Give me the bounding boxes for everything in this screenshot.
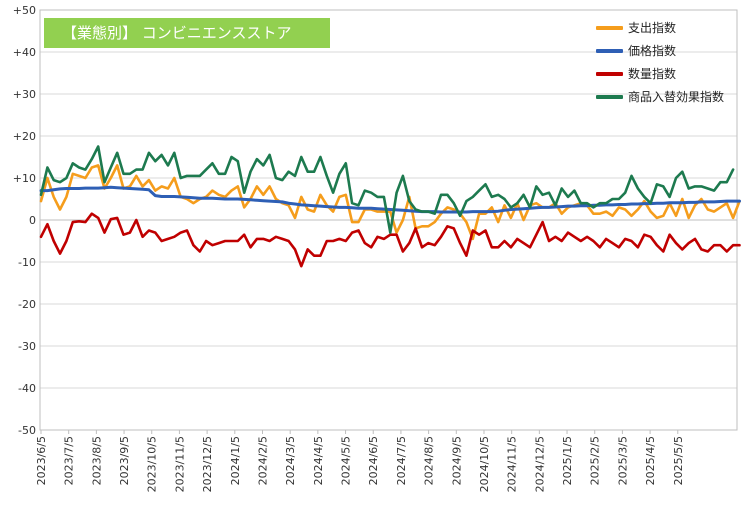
legend-label: 数量指数 xyxy=(628,67,677,81)
legend-label: 支出指数 xyxy=(628,21,677,35)
legend-swatch xyxy=(596,49,623,53)
x-tick-label: 2024/10/5 xyxy=(478,436,491,492)
series-line-0 xyxy=(39,164,741,241)
y-tick-label: +20 xyxy=(13,130,36,143)
legend-swatch xyxy=(596,72,623,76)
y-tick-label: -10 xyxy=(18,256,36,269)
x-tick-label: 2024/4/5 xyxy=(312,436,325,485)
x-tick-label: 2025/5/5 xyxy=(672,436,685,485)
x-tick-label: 2023/12/5 xyxy=(201,436,214,492)
x-tick-label: 2025/3/5 xyxy=(616,436,629,485)
series-line-3 xyxy=(39,145,735,234)
chart-title: 【業態別】 コンビニエンスストア xyxy=(44,18,330,48)
x-tick-label: 2024/8/5 xyxy=(423,436,436,485)
x-tick-label: 2024/5/5 xyxy=(340,436,353,485)
x-tick-label: 2024/3/5 xyxy=(284,436,297,485)
x-tick-label: 2024/12/5 xyxy=(533,436,546,492)
x-tick-label: 2024/7/5 xyxy=(395,436,408,485)
x-tick-label: 2023/11/5 xyxy=(173,436,186,492)
legend-label: 価格指数 xyxy=(628,44,677,58)
series-line-1 xyxy=(39,185,741,214)
y-tick-label: +30 xyxy=(13,88,36,101)
x-tick-label: 2025/4/5 xyxy=(644,436,657,485)
x-tick-label: 2024/6/5 xyxy=(367,436,380,485)
x-tick-label: 2024/2/5 xyxy=(256,436,269,485)
legend-swatch xyxy=(596,95,623,99)
y-tick-label: +50 xyxy=(13,4,36,17)
legend-swatch xyxy=(596,26,623,30)
y-tick-label: -40 xyxy=(18,382,36,395)
x-tick-label: 2023/10/5 xyxy=(146,436,159,492)
legend-label: 商品入替効果指数 xyxy=(628,90,725,104)
x-tick-label: 2023/6/5 xyxy=(35,436,48,485)
y-tick-label: -50 xyxy=(18,424,36,437)
y-tick-label: +10 xyxy=(13,172,36,185)
y-tick-label: -20 xyxy=(18,298,36,311)
x-tick-label: 2024/1/5 xyxy=(229,436,242,485)
x-tick-label: 2023/8/5 xyxy=(90,436,103,485)
x-tick-label: 2023/9/5 xyxy=(118,436,131,485)
y-tick-label: -30 xyxy=(18,340,36,353)
x-tick-label: 2025/2/5 xyxy=(589,436,602,485)
x-tick-label: 2023/7/5 xyxy=(63,436,76,485)
y-tick-label: +40 xyxy=(13,46,36,59)
x-tick-label: 2025/1/5 xyxy=(561,436,574,485)
y-tick-label: 0 xyxy=(29,214,36,227)
series-line-2 xyxy=(39,212,741,268)
plot-frame xyxy=(39,9,738,431)
x-tick-label: 2024/9/5 xyxy=(450,436,463,485)
x-tick-label: 2024/11/5 xyxy=(506,436,519,492)
